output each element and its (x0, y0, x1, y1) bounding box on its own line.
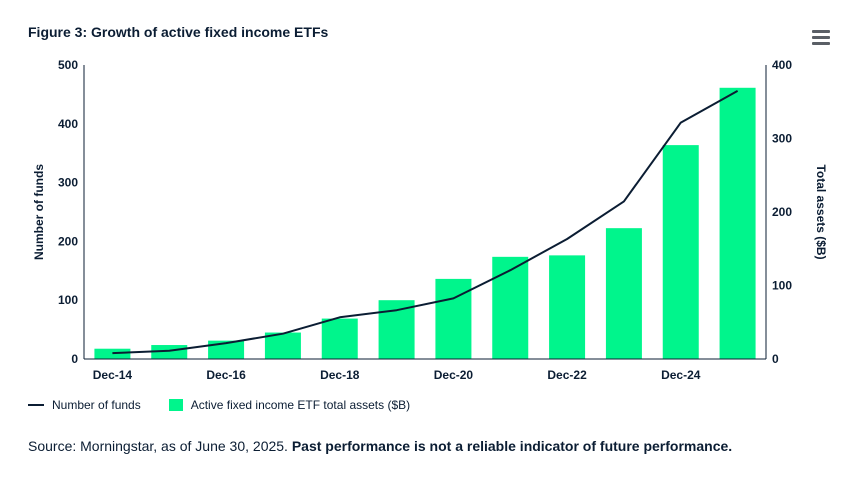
y-axis-right-title: Total assets ($B) (814, 164, 828, 259)
line-swatch-icon (28, 404, 44, 406)
bar (321, 318, 358, 359)
legend-label-number-of-funds: Number of funds (52, 398, 141, 412)
x-tick: Dec-14 (93, 368, 133, 382)
bar (94, 348, 131, 359)
x-tick: Dec-24 (661, 368, 701, 382)
x-tick: Dec-16 (206, 368, 246, 382)
source-note: Source: Morningstar, as of June 30, 2025… (28, 438, 732, 454)
chart-title: Figure 3: Growth of active fixed income … (28, 24, 329, 40)
line-series (112, 90, 739, 355)
disclaimer-text: Past performance is not a reliable indic… (291, 438, 733, 454)
y-tick-left: 200 (58, 234, 78, 248)
bar (719, 87, 756, 359)
legend-label-total-assets: Active fixed income ETF total assets ($B… (190, 398, 411, 412)
bar (605, 228, 642, 359)
bar (435, 278, 472, 359)
legend-item-number-of-funds[interactable]: Number of funds (28, 398, 141, 412)
y-axis-left-title: Number of funds (32, 164, 46, 260)
funds-line (112, 90, 739, 355)
bar (151, 345, 188, 359)
y-tick-right: 100 (772, 279, 792, 293)
y-tick-right: 400 (772, 58, 792, 72)
y-tick-left: 500 (58, 58, 78, 72)
x-tick: Dec-18 (320, 368, 360, 382)
y-tick-right: 200 (772, 205, 792, 219)
bar-swatch-icon (168, 399, 183, 411)
y-tick-left: 300 (58, 176, 78, 190)
x-tick: Dec-20 (434, 368, 474, 382)
y-tick-left: 400 (58, 117, 78, 131)
bar (264, 332, 301, 359)
y-tick-left: 100 (58, 293, 78, 307)
source-text: Source: Morningstar, as of June 30, 2025… (28, 438, 292, 454)
legend-item-total-assets[interactable]: Active fixed income ETF total assets ($B… (168, 398, 411, 412)
bar (662, 145, 699, 359)
x-tick: Dec-22 (547, 368, 587, 382)
chart-canvas: 0 100 200 300 400 500 0 100 200 300 400 Dec-14 Dec-1… (32, 58, 828, 382)
hamburger-menu-icon[interactable] (812, 30, 830, 46)
bar (378, 300, 415, 359)
bar (549, 255, 586, 359)
bar (492, 256, 529, 359)
y-tick-right: 0 (772, 352, 779, 366)
y-tick-left: 0 (71, 352, 78, 366)
bar-series (94, 87, 756, 359)
y-tick-right: 300 (772, 132, 792, 146)
axes: 0 100 200 300 400 500 0 100 200 300 400 Dec-14 Dec-1… (58, 58, 792, 382)
legend: Number of funds Active fixed income ETF … (28, 398, 438, 412)
